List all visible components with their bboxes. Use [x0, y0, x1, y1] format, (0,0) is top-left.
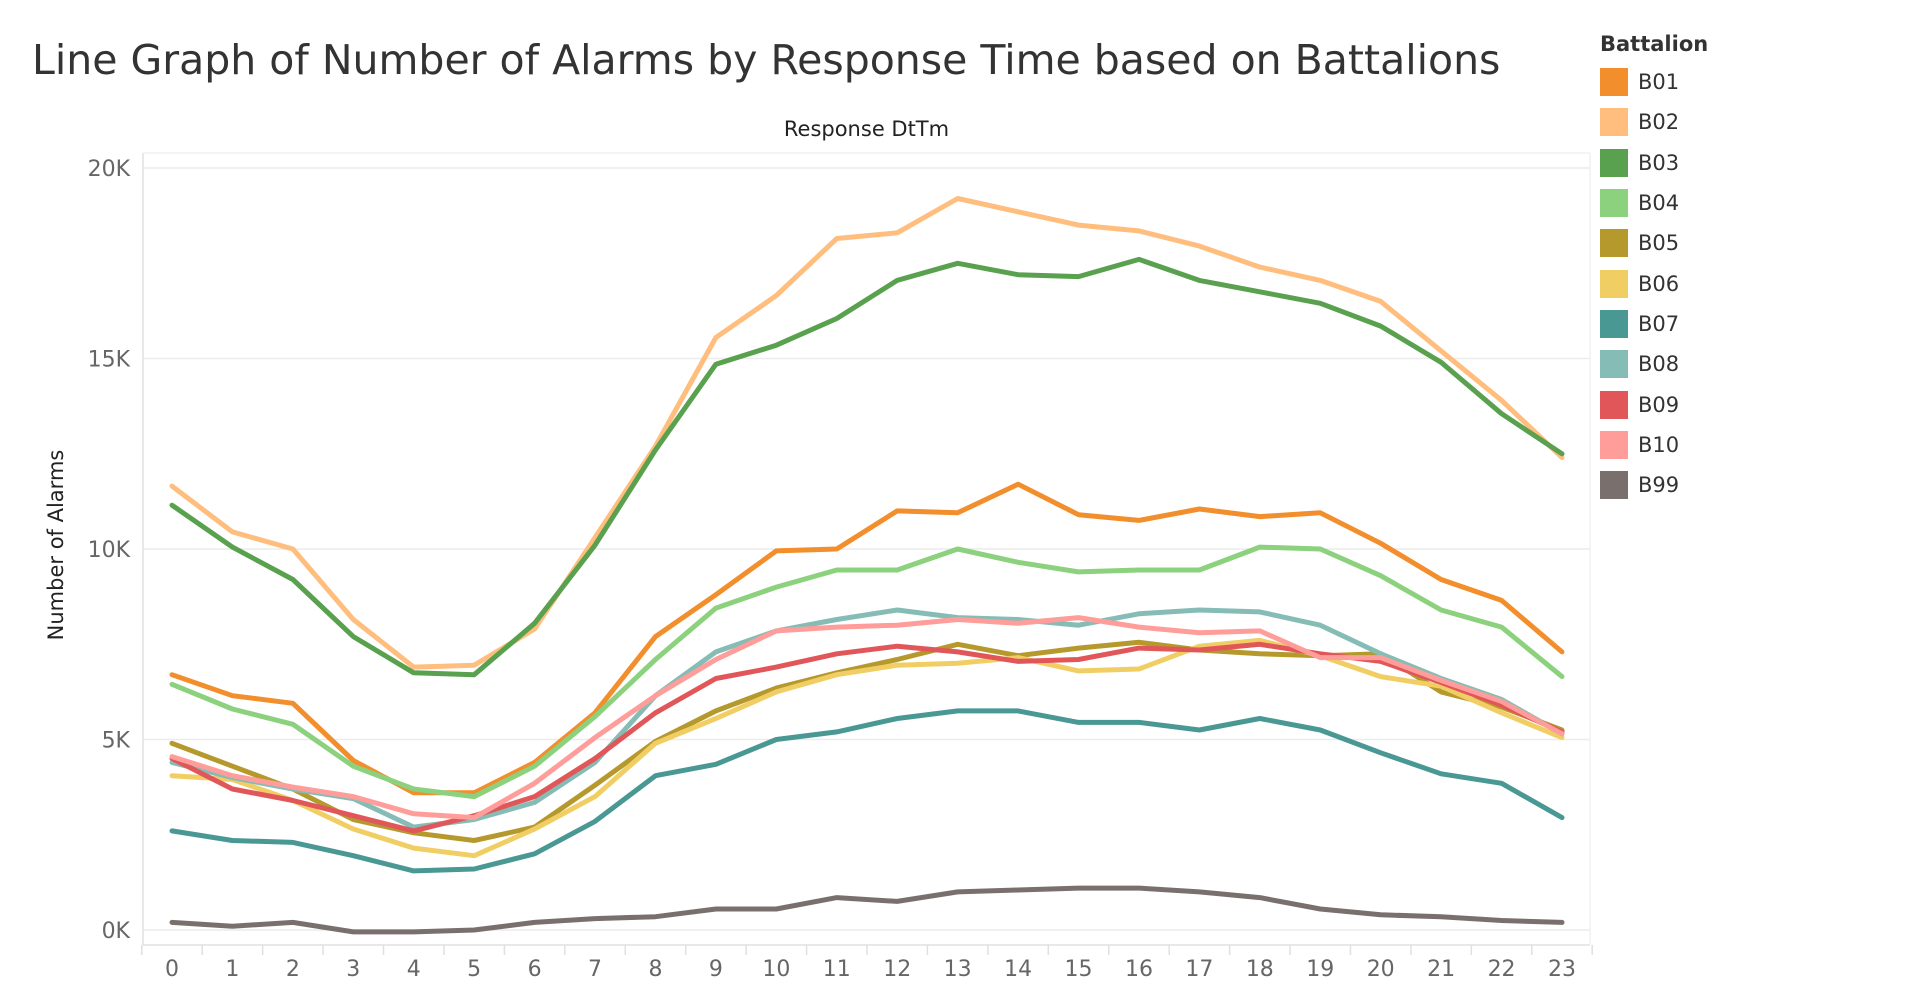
legend-item-b02[interactable]: B02: [1600, 102, 1708, 142]
x-tick-label: 10: [762, 957, 790, 982]
legend-swatch: [1600, 309, 1628, 338]
legend-label: B05: [1638, 231, 1680, 256]
legend-item-b08[interactable]: B08: [1600, 344, 1708, 384]
legend-label: B03: [1638, 150, 1680, 175]
legend-item-b09[interactable]: B09: [1600, 384, 1708, 424]
series-line-b10: [169, 615, 1565, 821]
x-tick-label: 23: [1548, 957, 1576, 982]
legend-item-b99[interactable]: B99: [1600, 465, 1708, 505]
legend-swatch: [1600, 68, 1628, 97]
x-tick-label: 4: [407, 957, 421, 982]
legend-label: B09: [1638, 392, 1680, 417]
legend-label: B06: [1638, 271, 1680, 296]
legend-label: B04: [1638, 191, 1680, 216]
y-tick-label: 20K: [88, 157, 131, 182]
legend-label: B10: [1638, 432, 1680, 457]
series-line-b99: [169, 885, 1565, 935]
legend-label: B08: [1638, 352, 1680, 377]
legend-item-b05[interactable]: B05: [1600, 223, 1708, 263]
legend-swatch: [1600, 269, 1628, 298]
x-tick-label: 17: [1185, 957, 1213, 982]
legend-label: B02: [1638, 110, 1680, 135]
x-tick-label: 21: [1427, 957, 1455, 982]
legend-swatch: [1600, 350, 1628, 379]
legend-items: B01 B02 B03 B04 B05 B06 B07 B08 B09 B10 B99: [1600, 62, 1708, 505]
series-line-b08: [169, 607, 1565, 830]
y-tick-label: 5K: [102, 729, 131, 754]
series-line-b07: [169, 708, 1565, 874]
legend-item-b10[interactable]: B10: [1600, 425, 1708, 465]
legend-item-b03[interactable]: B03: [1600, 143, 1708, 183]
column-header: Response DtTm: [783, 117, 950, 141]
x-tick-label: 14: [1004, 957, 1032, 982]
x-tick-label: 3: [346, 957, 360, 982]
legend-swatch: [1600, 430, 1628, 459]
legend: Battalion B01 B02 B03 B04 B05 B06 B07 B08 B09 B10…: [1600, 32, 1708, 505]
legend-swatch: [1600, 108, 1628, 137]
series-line-b04: [169, 544, 1565, 800]
series-line-b09: [169, 641, 1565, 834]
x-tick-label: 5: [467, 957, 481, 982]
x-tick-label: 6: [528, 957, 542, 982]
x-tick-label: 7: [588, 957, 602, 982]
x-tick-label: 22: [1488, 957, 1516, 982]
legend-title: Battalion: [1600, 32, 1709, 56]
x-tick-label: 13: [944, 957, 972, 982]
x-tick-label: 1: [225, 957, 239, 982]
x-tick-label: 20: [1367, 957, 1395, 982]
x-tick-label: 16: [1125, 957, 1153, 982]
x-tick-label: 18: [1246, 957, 1274, 982]
x-tick-label: 2: [286, 957, 300, 982]
x-tick-label: 0: [165, 957, 179, 982]
x-tick-label: 11: [823, 957, 851, 982]
x-tick-label: 15: [1065, 957, 1093, 982]
series-line-b03: [169, 256, 1565, 678]
x-tick-label: 12: [883, 957, 911, 982]
x-tick-label: 8: [648, 957, 662, 982]
legend-swatch: [1600, 229, 1628, 258]
legend-swatch: [1600, 471, 1628, 500]
legend-label: B99: [1638, 473, 1680, 498]
legend-item-b07[interactable]: B07: [1600, 304, 1708, 344]
x-tick-label: 19: [1306, 957, 1334, 982]
y-tick-label: 15K: [88, 348, 131, 373]
legend-item-b04[interactable]: B04: [1600, 183, 1708, 223]
legend-item-b01[interactable]: B01: [1600, 62, 1708, 102]
chart-title: Line Graph of Number of Alarms by Respon…: [32, 36, 1501, 84]
series-lines: [169, 196, 1565, 935]
legend-label: B07: [1638, 311, 1680, 336]
legend-item-b06[interactable]: B06: [1600, 263, 1708, 303]
legend-swatch: [1600, 390, 1628, 419]
legend-swatch: [1600, 148, 1628, 177]
legend-swatch: [1600, 189, 1628, 218]
x-tick-label: 9: [709, 957, 723, 982]
y-tick-label: 0K: [102, 919, 131, 944]
legend-label: B01: [1638, 70, 1680, 95]
series-line-b02: [169, 196, 1565, 670]
y-tick-label: 10K: [88, 538, 131, 563]
